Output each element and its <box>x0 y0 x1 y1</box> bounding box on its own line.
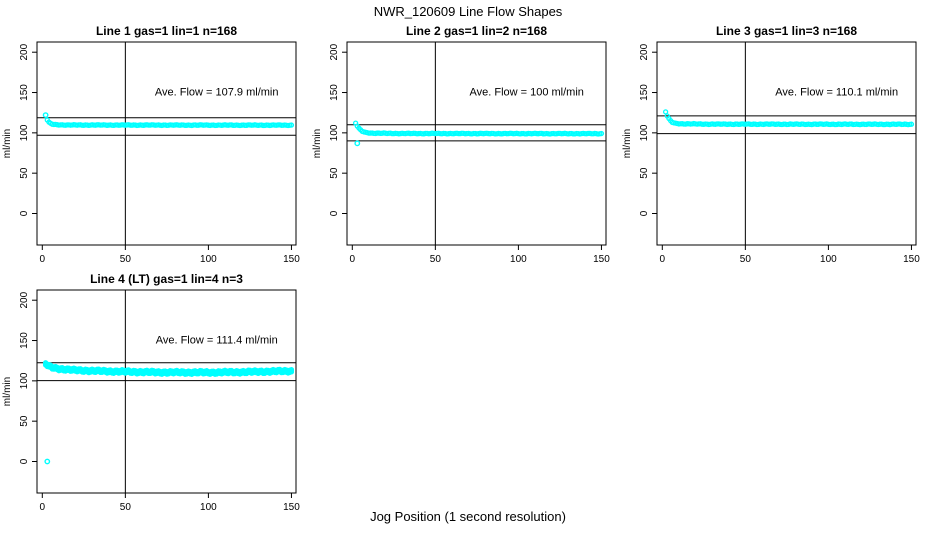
x-axis-label: Jog Position (1 second resolution) <box>370 509 566 524</box>
y-tick-label: 100 <box>19 372 30 389</box>
plot-box <box>656 41 917 246</box>
panel-line-4: 0 50 100 150 200 0 50 100 150 ml/min Line 4 (LT) g… <box>2 272 300 513</box>
ave-flow-annotation: Ave. Flow = 111.4 ml/min <box>156 335 278 347</box>
data-point <box>662 109 669 115</box>
y-tick-label: 0 <box>639 210 650 216</box>
y-tick-label: 0 <box>19 210 30 216</box>
x-tick-label: 100 <box>200 254 217 265</box>
y-tick-label: 50 <box>19 415 30 427</box>
y-tick-label: 100 <box>19 124 30 141</box>
ave-flow-annotation: Ave. Flow = 107.9 ml/min <box>155 87 279 99</box>
outlier-point <box>42 112 49 119</box>
data-point <box>908 121 915 127</box>
panel-line-3: 0 50 100 150 200 0 50 100 150 ml/min Line 3 gas=1 … <box>622 24 920 265</box>
panel-line-1: 0 50 100 150 200 0 50 100 150 ml/min Line 1 gas=1 … <box>2 24 300 265</box>
x-tick-label: 50 <box>430 254 442 265</box>
y-tick-label: 100 <box>329 124 340 141</box>
y-tick-label: 50 <box>329 167 340 179</box>
plot-box <box>36 289 297 494</box>
y-tick-label: 50 <box>19 167 30 179</box>
plot-box <box>36 41 297 246</box>
plot-box <box>346 41 607 246</box>
data-point <box>288 366 295 373</box>
y-axis-label: ml/min <box>2 129 13 158</box>
data-point <box>598 130 605 137</box>
y-axis-label: ml/min <box>622 129 633 158</box>
y-tick-label: 200 <box>19 291 30 308</box>
panel-title: Line 4 (LT) gas=1 lin=4 n=3 <box>90 272 243 286</box>
y-axis-label: ml/min <box>2 377 13 406</box>
y-tick-label: 0 <box>19 458 30 464</box>
x-tick-label: 150 <box>903 254 920 265</box>
y-tick-label: 150 <box>19 84 30 101</box>
x-tick-label: 150 <box>283 254 300 265</box>
x-tick-label: 0 <box>40 254 46 265</box>
y-tick-label: 0 <box>329 210 340 216</box>
data-points <box>42 112 295 129</box>
y-tick-label: 200 <box>329 43 340 60</box>
x-tick-label: 100 <box>820 254 837 265</box>
x-tick-label: 150 <box>593 254 610 265</box>
x-tick-label: 0 <box>40 502 46 513</box>
x-tick-label: 150 <box>283 502 300 513</box>
y-tick-label: 200 <box>639 43 650 60</box>
data-points <box>352 120 605 147</box>
x-tick-label: 0 <box>660 254 666 265</box>
data-points <box>42 360 295 465</box>
y-tick-label: 50 <box>639 167 650 179</box>
x-tick-label: 100 <box>200 502 217 513</box>
panel-title: Line 3 gas=1 lin=3 n=168 <box>716 24 857 38</box>
x-tick-label: 100 <box>510 254 527 265</box>
outlier-point <box>354 140 361 147</box>
data-points <box>662 109 915 128</box>
panel-line-2: 0 50 100 150 200 0 50 100 150 ml/min Line 2 gas=1 … <box>312 24 610 265</box>
ave-flow-annotation: Ave. Flow = 100 ml/min <box>469 87 583 99</box>
y-tick-label: 100 <box>639 124 650 141</box>
x-tick-label: 50 <box>120 254 132 265</box>
data-point <box>288 122 295 128</box>
y-axis-label: ml/min <box>312 129 323 158</box>
y-tick-label: 150 <box>19 332 30 349</box>
y-tick-label: 150 <box>329 84 340 101</box>
panel-title: Line 1 gas=1 lin=1 n=168 <box>96 24 237 38</box>
y-tick-label: 150 <box>639 84 650 101</box>
outlier-point <box>44 458 51 465</box>
x-tick-label: 50 <box>120 502 132 513</box>
ave-flow-annotation: Ave. Flow = 110.1 ml/min <box>775 87 898 99</box>
panel-title: Line 2 gas=1 lin=2 n=168 <box>406 24 547 38</box>
figure-title: NWR_120609 Line Flow Shapes <box>373 4 563 19</box>
y-tick-label: 200 <box>19 43 30 60</box>
x-tick-label: 50 <box>740 254 752 265</box>
x-tick-label: 0 <box>350 254 356 265</box>
